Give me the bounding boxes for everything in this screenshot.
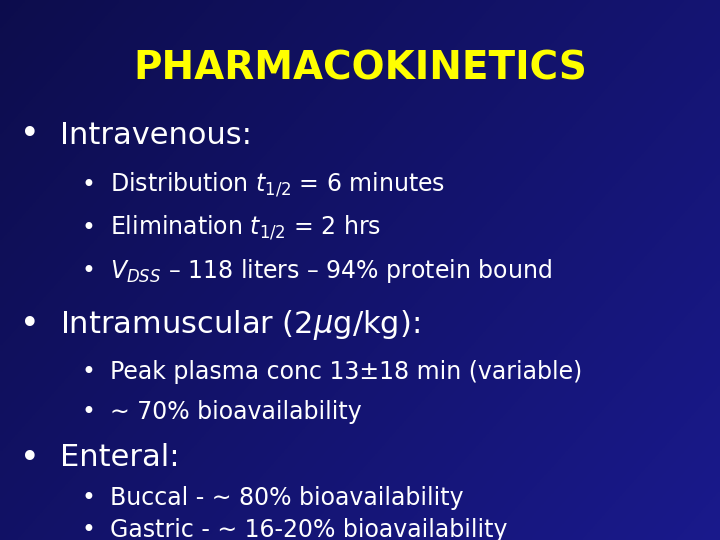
Text: Intravenous:: Intravenous: bbox=[60, 120, 252, 150]
Text: Enteral:: Enteral: bbox=[60, 443, 179, 472]
Text: Gastric - ∼ 16-20% bioavailability: Gastric - ∼ 16-20% bioavailability bbox=[110, 518, 508, 540]
Text: $V_{DSS}$ – 118 liters – 94% protein bound: $V_{DSS}$ – 118 liters – 94% protein bou… bbox=[110, 257, 552, 285]
Text: Distribution $t_{1/2}$ = 6 minutes: Distribution $t_{1/2}$ = 6 minutes bbox=[110, 171, 445, 199]
Text: •: • bbox=[81, 259, 95, 283]
Text: Buccal - ∼ 80% bioavailability: Buccal - ∼ 80% bioavailability bbox=[110, 486, 464, 510]
Text: Elimination $t_{1/2}$ = 2 hrs: Elimination $t_{1/2}$ = 2 hrs bbox=[110, 214, 381, 242]
Text: •: • bbox=[20, 308, 40, 341]
Text: PHARMACOKINETICS: PHARMACOKINETICS bbox=[133, 49, 587, 87]
Text: •: • bbox=[81, 486, 95, 510]
Text: Intramuscular (2$\mu$g/kg):: Intramuscular (2$\mu$g/kg): bbox=[60, 308, 420, 342]
Text: •: • bbox=[20, 118, 40, 152]
Text: •: • bbox=[81, 173, 95, 197]
Text: •: • bbox=[81, 216, 95, 240]
Text: •: • bbox=[20, 442, 40, 475]
Text: •: • bbox=[81, 518, 95, 540]
Text: ∼ 70% bioavailability: ∼ 70% bioavailability bbox=[110, 400, 361, 424]
Text: Peak plasma conc 13±18 min (variable): Peak plasma conc 13±18 min (variable) bbox=[110, 360, 582, 384]
Text: •: • bbox=[81, 360, 95, 384]
Text: •: • bbox=[81, 400, 95, 424]
